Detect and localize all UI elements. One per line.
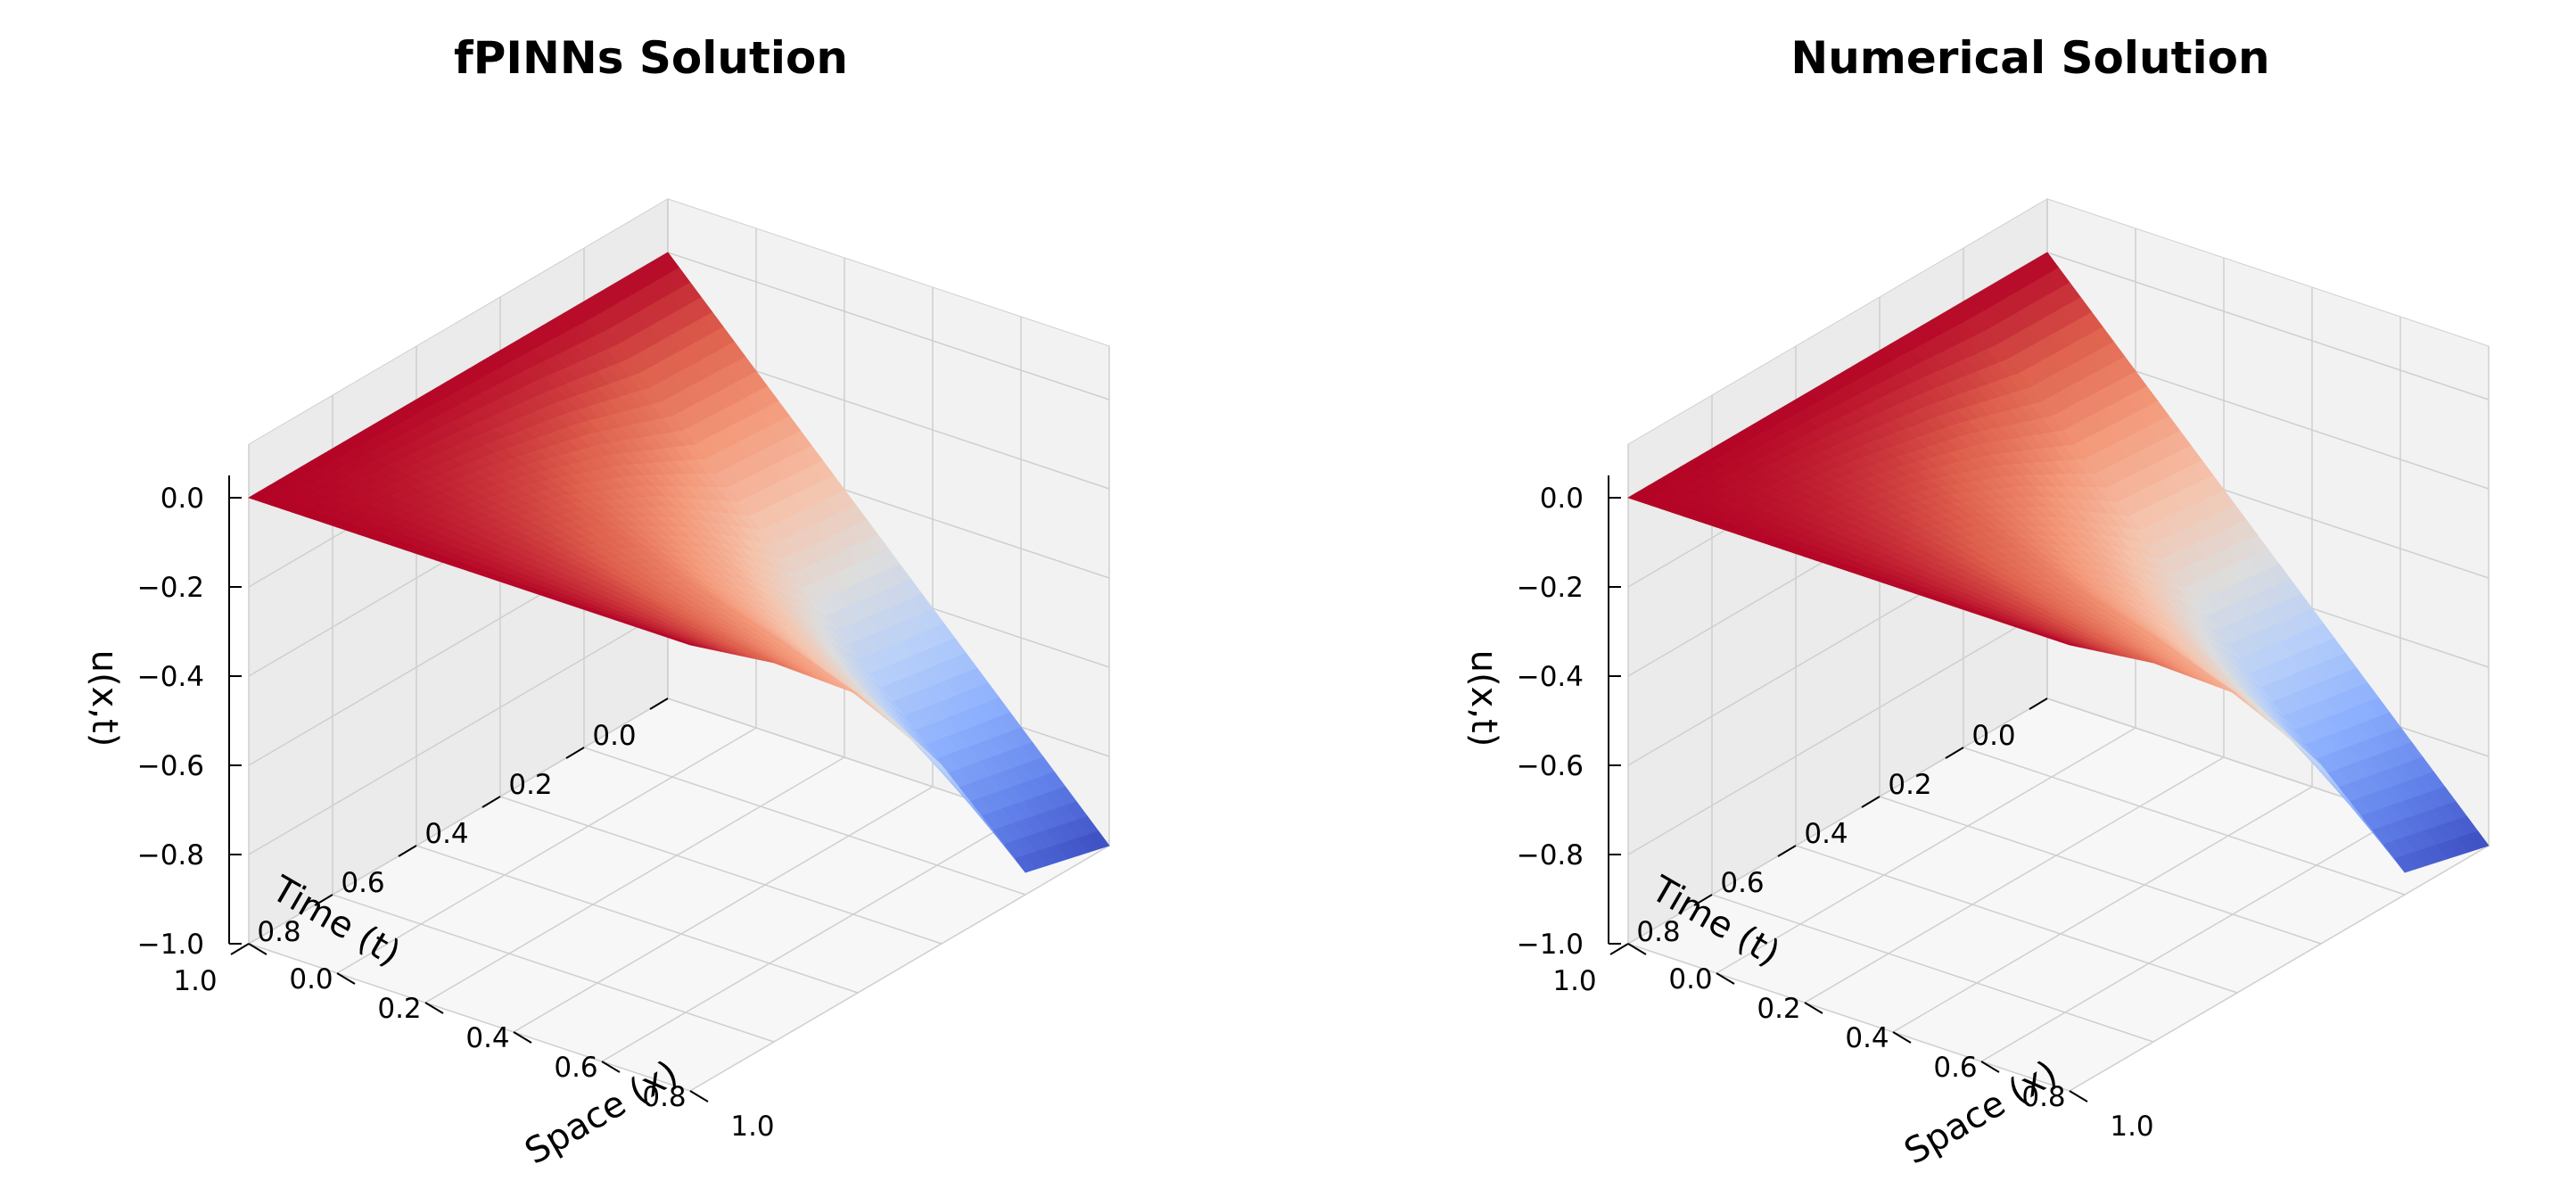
x-tick-label: 0.8 bbox=[642, 1081, 686, 1113]
t-tick-label: 0.6 bbox=[1720, 867, 1764, 899]
z-tick-label: 0.0 bbox=[160, 483, 204, 515]
t-tick-label: 0.6 bbox=[341, 867, 384, 899]
grid-floor-t bbox=[583, 747, 1026, 896]
z-tick-label: −0.4 bbox=[1517, 661, 1584, 693]
t-tick-label: 1.0 bbox=[173, 965, 217, 997]
t-tick-label: 0.0 bbox=[1971, 720, 2015, 752]
grid-wall-z bbox=[248, 608, 669, 855]
z-tick-label: −1.0 bbox=[1517, 929, 1584, 961]
x-tick-label: 0.2 bbox=[377, 993, 421, 1025]
t-tick bbox=[398, 845, 417, 857]
t-tick bbox=[1861, 796, 1881, 808]
grid-floor-x bbox=[689, 845, 1110, 1092]
x-tick bbox=[336, 972, 356, 985]
grid-floor-t bbox=[1711, 894, 2154, 1043]
t-tick bbox=[1945, 747, 1964, 759]
x-tick-label: 1.0 bbox=[2110, 1111, 2153, 1143]
x-tick bbox=[513, 1031, 532, 1044]
grid-wall-z bbox=[667, 252, 1110, 401]
grid-floor-x bbox=[513, 786, 934, 1033]
grid-floor-x bbox=[336, 727, 757, 974]
x-tick bbox=[424, 1002, 444, 1014]
grid-floor-x bbox=[1716, 727, 2136, 974]
x-tick-label: 0.0 bbox=[289, 963, 333, 995]
x-tick-label: 1.0 bbox=[730, 1111, 774, 1143]
x-tick bbox=[601, 1061, 621, 1073]
grid-wall-z bbox=[1627, 608, 2048, 855]
grid-floor-x bbox=[1804, 756, 2225, 1003]
t-tick bbox=[649, 698, 669, 710]
z-axis-label: u(x,t) bbox=[84, 650, 125, 747]
surface-patch bbox=[248, 491, 272, 502]
t-tick bbox=[2029, 698, 2048, 710]
panel-2: −1.0 −0.8 −0.6 −0.4 −0.2 0.0 u(x,t) 0.0 0.2 0.4 0.… bbox=[1463, 32, 2490, 1173]
z-tick-label: −1.0 bbox=[137, 929, 204, 961]
z-tick-label: 0.0 bbox=[1540, 483, 1584, 515]
z-tick-label: −0.2 bbox=[1517, 572, 1584, 604]
z-tick-label: −0.6 bbox=[137, 750, 204, 782]
surface bbox=[1627, 252, 2490, 873]
grid-floor-x bbox=[1980, 815, 2401, 1062]
grid-floor-x bbox=[601, 815, 1022, 1062]
z-tick-label: −0.8 bbox=[137, 839, 204, 871]
x-tick-label: 0.2 bbox=[1757, 993, 1800, 1025]
grid-floor-t bbox=[332, 894, 775, 1043]
t-tick bbox=[565, 747, 585, 759]
panel-1: −1.0 −0.8 −0.6 −0.4 −0.2 0.0 u(x,t) 0.0 0.2 0.4 0.… bbox=[84, 32, 1111, 1173]
chart-title: Numerical Solution bbox=[1790, 32, 2269, 84]
x-tick bbox=[1716, 972, 1735, 985]
t-tick-label: 0.2 bbox=[508, 769, 552, 801]
grid-floor-t bbox=[1627, 943, 2070, 1092]
x-tick bbox=[1980, 1061, 2000, 1073]
t-tick bbox=[314, 894, 333, 906]
t-tick-label: 1.0 bbox=[1552, 965, 1596, 997]
x-tick-label: 0.0 bbox=[1668, 963, 1712, 995]
t-tick-label: 0.0 bbox=[592, 720, 636, 752]
x-tick-label: 0.4 bbox=[465, 1022, 509, 1054]
z-tick-label: −0.6 bbox=[1517, 750, 1584, 782]
x-tick bbox=[1892, 1031, 1912, 1044]
grid-floor-t bbox=[1879, 796, 2322, 945]
t-tick bbox=[1777, 845, 1797, 857]
grid-floor-x bbox=[424, 756, 845, 1003]
grid-wall-z bbox=[2046, 252, 2490, 401]
t-tick bbox=[1609, 943, 1629, 955]
t-tick bbox=[1693, 894, 1713, 906]
x-tick bbox=[2069, 1090, 2088, 1103]
x-tick-label: 0.8 bbox=[2021, 1081, 2065, 1113]
grid-floor-t bbox=[248, 943, 691, 1092]
t-tick bbox=[230, 943, 250, 955]
grid-floor-t bbox=[1963, 747, 2406, 896]
surface-patch bbox=[1627, 491, 1651, 502]
grid-floor-x bbox=[1892, 786, 2313, 1033]
t-tick-label: 0.4 bbox=[1804, 818, 1848, 850]
grid-floor-t bbox=[1795, 845, 2238, 994]
x-tick-label: 0.4 bbox=[1845, 1022, 1889, 1054]
x-tick bbox=[689, 1090, 709, 1103]
x-tick-label: 0.6 bbox=[1933, 1052, 1977, 1084]
grid-floor-x bbox=[2069, 845, 2490, 1092]
z-axis-label: u(x,t) bbox=[1463, 650, 1504, 747]
t-tick-label: 0.2 bbox=[1888, 769, 1931, 801]
t-tick bbox=[481, 796, 501, 808]
grid-floor-t bbox=[416, 845, 859, 994]
surface bbox=[248, 252, 1110, 873]
chart-title: fPINNs Solution bbox=[454, 32, 848, 84]
z-tick-label: −0.8 bbox=[1517, 839, 1584, 871]
x-tick bbox=[1804, 1002, 1823, 1014]
t-tick-label: 0.8 bbox=[257, 916, 300, 948]
x-tick-label: 0.6 bbox=[554, 1052, 597, 1084]
x-tick bbox=[248, 943, 267, 955]
x-tick bbox=[1627, 943, 1647, 955]
z-tick-label: −0.2 bbox=[137, 572, 204, 604]
t-tick-label: 0.8 bbox=[1636, 916, 1680, 948]
t-tick-label: 0.4 bbox=[424, 818, 468, 850]
grid-floor-t bbox=[499, 796, 942, 945]
z-tick-label: −0.4 bbox=[137, 661, 204, 693]
